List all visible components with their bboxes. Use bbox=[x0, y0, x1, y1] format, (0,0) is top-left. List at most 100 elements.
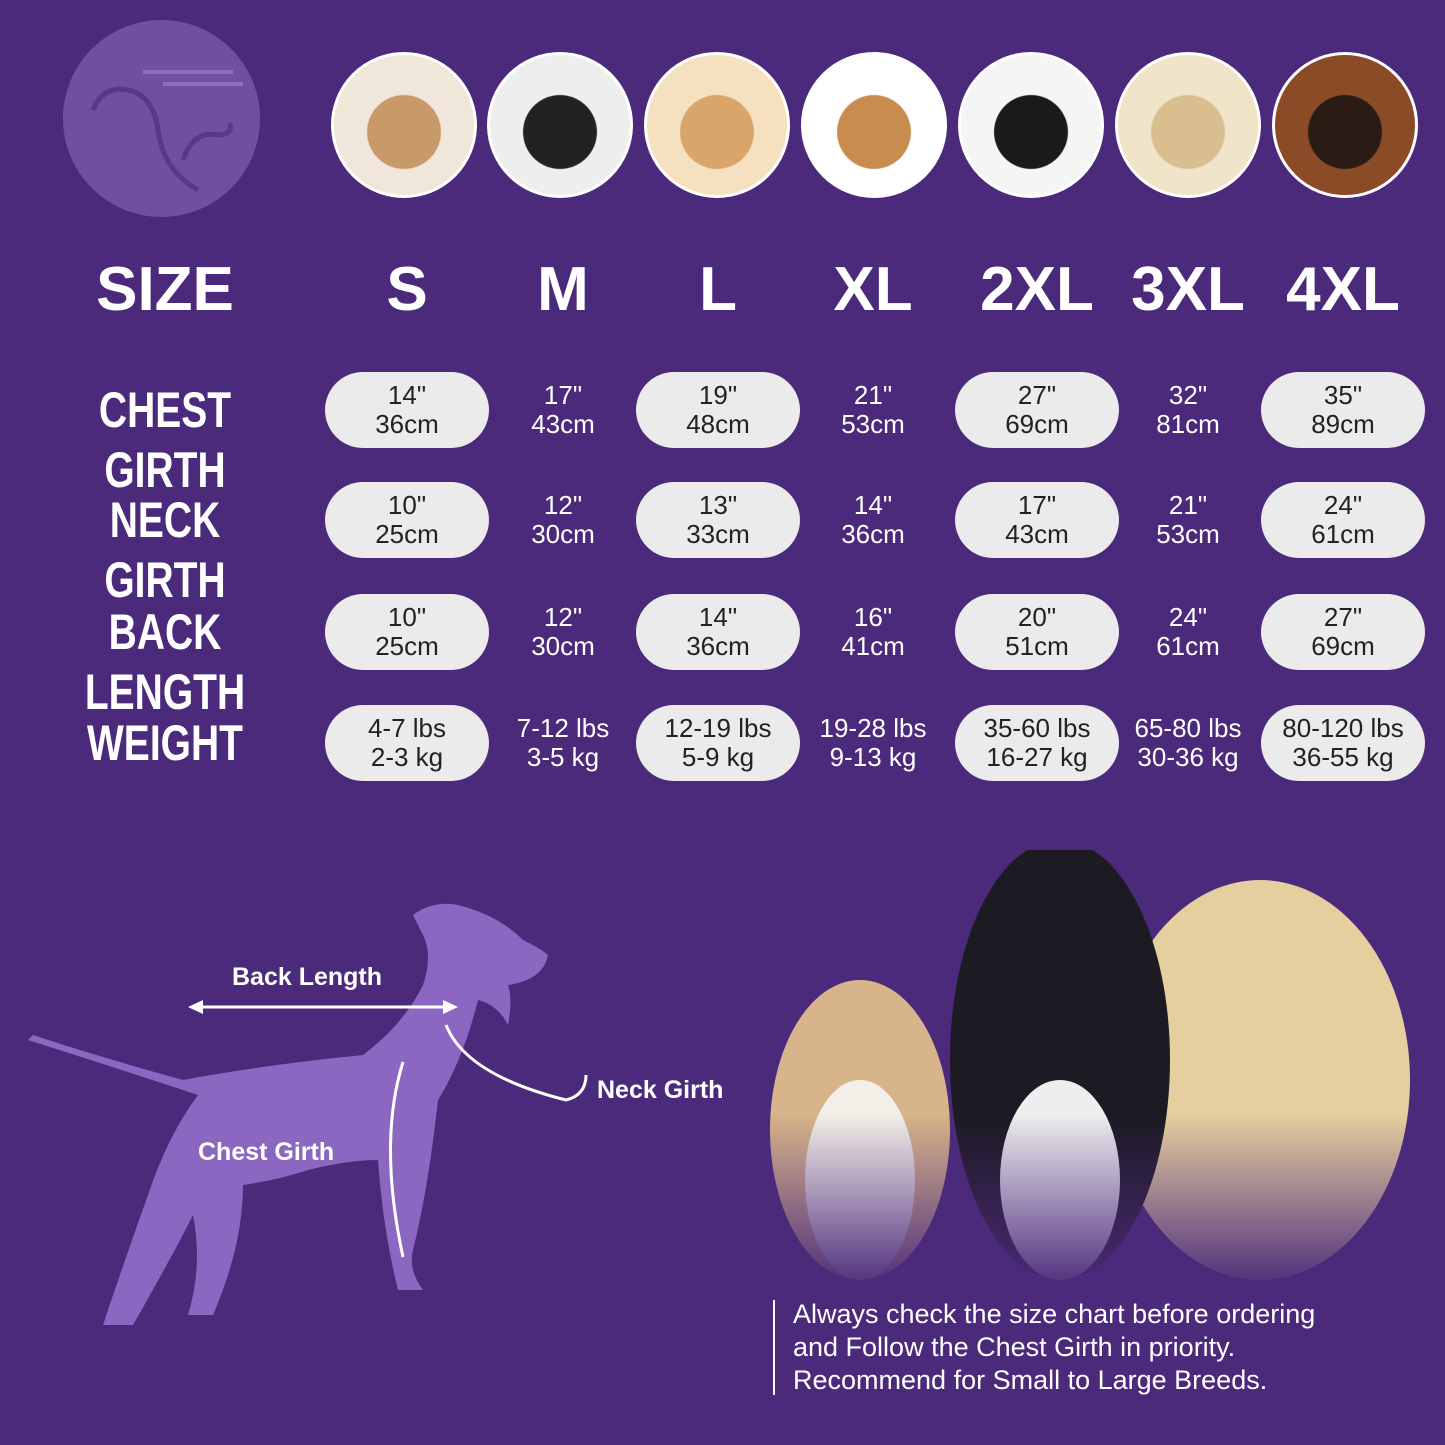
size-cell: 17" 43cm bbox=[955, 482, 1119, 558]
cell-value: 25cm bbox=[375, 519, 439, 549]
pet-logo bbox=[63, 20, 260, 217]
size-label: 3XL bbox=[1131, 255, 1245, 324]
cell-value: 7-12 lbs bbox=[516, 713, 610, 743]
row-label: BACK LENGTH bbox=[84, 604, 246, 720]
size-cell: 24" 61cm bbox=[1261, 482, 1425, 558]
cell-value: 10" bbox=[387, 602, 427, 632]
cell-value: 48cm bbox=[686, 409, 750, 439]
row-label: WEIGHT bbox=[87, 715, 243, 771]
cell-value: 69cm bbox=[1005, 409, 1069, 439]
cell-value: 9-13 kg bbox=[829, 742, 917, 772]
size-cell: 27" 69cm bbox=[955, 372, 1119, 448]
cell-value: 35" bbox=[1323, 380, 1363, 410]
cell-value: 81cm bbox=[1156, 409, 1220, 439]
neck-girth-label: Neck Girth bbox=[597, 1076, 724, 1104]
size-label: M bbox=[537, 255, 589, 324]
cell-value: 5-9 kg bbox=[681, 742, 755, 772]
cell-value: 12-19 lbs bbox=[664, 713, 772, 743]
cell-value: 14" bbox=[853, 490, 893, 520]
cell-value: 21" bbox=[1168, 490, 1208, 520]
breed-photo-border-collie bbox=[958, 52, 1104, 198]
cell-value: 14" bbox=[387, 380, 427, 410]
cell-value: 30cm bbox=[531, 519, 595, 549]
cell-value: 2-3 kg bbox=[370, 742, 444, 772]
size-cell: 27" 69cm bbox=[1261, 594, 1425, 670]
cell-value: 17" bbox=[1017, 490, 1057, 520]
dog-silhouette bbox=[28, 903, 588, 1325]
cell-value: 24" bbox=[1168, 602, 1208, 632]
size-cell: 13" 33cm bbox=[636, 482, 800, 558]
size-cell: 17" 43cm bbox=[481, 372, 645, 448]
size-cell: 16" 41cm bbox=[791, 594, 955, 670]
breed-photo-boston-terrier bbox=[487, 52, 633, 198]
dog-measurement-diagram: Back Length Neck Girth Chest Girth bbox=[28, 900, 728, 1405]
size-cell: 4-7 lbs 2-3 kg bbox=[325, 705, 489, 781]
cell-value: 27" bbox=[1323, 602, 1363, 632]
size-header: SIZE bbox=[96, 255, 234, 324]
size-cell: 65-80 lbs 30-36 kg bbox=[1106, 705, 1270, 781]
note-line: Recommend for Small to Large Breeds. bbox=[793, 1365, 1268, 1395]
size-cell: 14" 36cm bbox=[791, 482, 955, 558]
cell-value: 36-55 kg bbox=[1292, 742, 1394, 772]
cell-value: 19" bbox=[698, 380, 738, 410]
size-label: L bbox=[699, 255, 737, 324]
cell-value: 69cm bbox=[1311, 631, 1375, 661]
size-cell: 12" 30cm bbox=[481, 482, 645, 558]
cell-value: 21" bbox=[853, 380, 893, 410]
dog-cat-icon bbox=[90, 70, 243, 193]
size-cell: 21" 53cm bbox=[1106, 482, 1270, 558]
size-cell: 10" 25cm bbox=[325, 594, 489, 670]
note-divider bbox=[773, 1300, 775, 1395]
size-cell: 10" 25cm bbox=[325, 482, 489, 558]
cell-value: 16-27 kg bbox=[986, 742, 1088, 772]
chest-girth-label: Chest Girth bbox=[198, 1138, 335, 1166]
size-cell: 7-12 lbs 3-5 kg bbox=[481, 705, 645, 781]
cell-value: 43cm bbox=[531, 409, 595, 439]
back-length-label: Back Length bbox=[232, 963, 383, 991]
cell-value: 36cm bbox=[841, 519, 905, 549]
size-cell: 14" 36cm bbox=[325, 372, 489, 448]
cell-value: 3-5 kg bbox=[526, 742, 600, 772]
cell-value: 12" bbox=[543, 602, 583, 632]
size-cell: 12-19 lbs 5-9 kg bbox=[636, 705, 800, 781]
cell-value: 41cm bbox=[841, 631, 905, 661]
size-cell: 20" 51cm bbox=[955, 594, 1119, 670]
cell-value: 4-7 lbs bbox=[367, 713, 447, 743]
cell-value: 14" bbox=[698, 602, 738, 632]
note-line: and Follow the Chest Girth in priority. bbox=[793, 1332, 1236, 1362]
size-cell: 24" 61cm bbox=[1106, 594, 1270, 670]
size-cell: 14" 36cm bbox=[636, 594, 800, 670]
cell-value: 80-120 lbs bbox=[1282, 713, 1404, 743]
breed-photo-labrador bbox=[1115, 52, 1261, 198]
cell-value: 27" bbox=[1017, 380, 1057, 410]
size-cell: 21" 53cm bbox=[791, 372, 955, 448]
breed-photo-beagle bbox=[801, 52, 947, 198]
cell-value: 36cm bbox=[375, 409, 439, 439]
cell-value: 30-36 kg bbox=[1137, 742, 1239, 772]
cell-value: 13" bbox=[698, 490, 738, 520]
cell-value: 89cm bbox=[1311, 409, 1375, 439]
dogs-group-photo bbox=[740, 840, 1420, 1290]
breed-photo-cocker-spaniel bbox=[644, 52, 790, 198]
cell-value: 24" bbox=[1323, 490, 1363, 520]
cell-value: 17" bbox=[543, 380, 583, 410]
cell-value: 61cm bbox=[1156, 631, 1220, 661]
cell-value: 19-28 lbs bbox=[819, 713, 927, 743]
cell-value: 51cm bbox=[1005, 631, 1069, 661]
cell-value: 10" bbox=[387, 490, 427, 520]
cell-value: 53cm bbox=[841, 409, 905, 439]
cell-value: 36cm bbox=[686, 631, 750, 661]
size-label: 2XL bbox=[980, 255, 1094, 324]
row-label: CHEST GIRTH bbox=[98, 382, 232, 498]
cell-value: 33cm bbox=[686, 519, 750, 549]
size-cell: 35" 89cm bbox=[1261, 372, 1425, 448]
size-label: 4XL bbox=[1286, 255, 1400, 324]
cell-value: 32" bbox=[1168, 380, 1208, 410]
cell-value: 30cm bbox=[531, 631, 595, 661]
size-cell: 19" 48cm bbox=[636, 372, 800, 448]
cell-value: 65-80 lbs bbox=[1134, 713, 1242, 743]
breed-photo-shih-tzu bbox=[331, 52, 477, 198]
breed-photo-doberman bbox=[1272, 52, 1418, 198]
size-label: S bbox=[386, 255, 428, 324]
cell-value: 53cm bbox=[1156, 519, 1220, 549]
